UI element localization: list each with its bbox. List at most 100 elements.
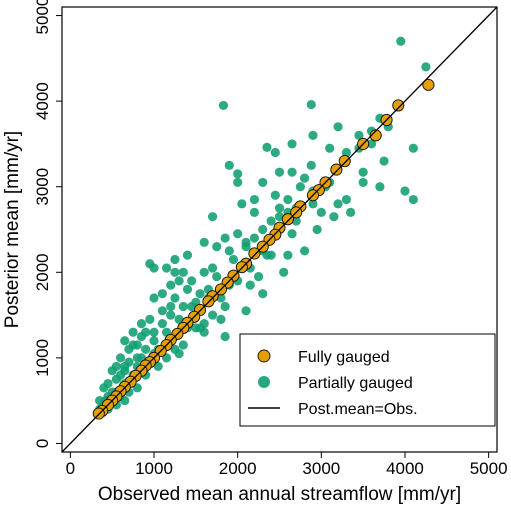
partially-gauged-point: [187, 301, 197, 312]
legend-label: Partially gauged: [298, 375, 413, 392]
partially-gauged-point: [379, 156, 389, 166]
partially-gauged-point: [207, 263, 218, 273]
partially-gauged-point: [358, 177, 368, 188]
partially-gauged-point: [249, 194, 260, 205]
partially-gauged-point: [258, 177, 268, 188]
x-tick-label: 2000: [219, 459, 257, 478]
partially-gauged-point: [166, 280, 176, 290]
partially-gauged-point: [400, 186, 410, 196]
fully-gauged-point: [248, 247, 261, 260]
partially-gauged-point: [149, 293, 159, 303]
partially-gauged-point: [220, 233, 230, 243]
partially-gauged-point: [299, 246, 310, 256]
partially-gauged-point: [149, 263, 159, 273]
partially-gauged-point: [199, 237, 209, 247]
x-axis-title: Observed mean annual streamflow [mm/yr]: [98, 484, 461, 505]
partially-gauged-point: [216, 314, 226, 324]
partially-gauged-point: [270, 190, 280, 200]
partially-gauged-point: [170, 293, 180, 303]
partially-gauged-point: [375, 182, 385, 192]
partially-gauged-point: [182, 284, 193, 295]
partially-gauged-point: [212, 271, 222, 282]
axis-ticks: 0 1000 2000 3000 4000 5000 0 1000 2000 3000 4000 50…: [33, 0, 508, 478]
partially-gauged-point: [174, 314, 184, 324]
partially-gauged-point: [408, 143, 418, 153]
partially-gauged-point: [149, 327, 159, 337]
x-tick-label: 1000: [135, 459, 173, 478]
partially-gauged-point: [128, 327, 138, 337]
partially-gauged-point: [258, 224, 268, 235]
partially-gauged-point: [195, 323, 205, 333]
partially-gauged-point: [220, 301, 230, 312]
partially-gauged-point: [366, 139, 377, 149]
partially-gauged-point: [274, 203, 285, 213]
partially-gauged-point: [115, 370, 126, 380]
partially-gauged-point: [216, 293, 226, 303]
partially-gauged-point: [274, 167, 285, 177]
partially-gauged-point: [283, 250, 293, 260]
fully-gauged-point: [281, 213, 294, 226]
partially-gauged-point: [224, 246, 234, 256]
partially-gauged-point: [120, 361, 130, 372]
partially-gauged-point: [287, 139, 297, 149]
partially-gauged-point: [333, 199, 343, 209]
partially-gauged-point: [157, 306, 167, 316]
partially-gauged-point: [120, 336, 130, 346]
partially-gauged-point: [157, 289, 167, 299]
partially-gauged-point: [325, 143, 335, 153]
y-tick-label: 3000: [33, 168, 52, 206]
fully-gauged-point: [338, 154, 351, 168]
y-tick-label: 5000: [33, 0, 52, 34]
fully-gauged-point: [330, 163, 343, 176]
partially-gauged-point: [308, 130, 318, 140]
partially-gauged-point: [199, 267, 209, 277]
partially-gauged-point: [207, 310, 218, 320]
partially-gauged-point: [170, 267, 180, 277]
partially-gauged-point: [107, 366, 117, 376]
y-tick-label: 2000: [33, 253, 52, 291]
partially-gauged-point: [174, 348, 184, 359]
fully-gauged-point: [422, 78, 435, 91]
partially-gauged-point: [170, 254, 180, 265]
partially-gauged-point: [145, 314, 155, 324]
y-axis-title: Posterior mean [mm/yr]: [2, 131, 23, 328]
partially-gauged-point: [306, 160, 316, 170]
partially-gauged-point: [224, 160, 234, 170]
partially-gauged-point: [157, 319, 167, 329]
legend-fully-gauged-marker: [257, 349, 271, 363]
partially-gauged-point: [178, 301, 188, 312]
fully-gauged-point: [369, 129, 382, 142]
y-tick-label: 1000: [33, 339, 52, 377]
legend-partially-gauged-marker: [258, 376, 270, 388]
partially-gauged-point: [212, 242, 222, 252]
partially-gauged-point: [408, 194, 418, 205]
partially-gauged-point: [233, 229, 243, 239]
partially-gauged-point: [174, 276, 184, 286]
partially-gauged-point: [341, 194, 352, 205]
fully-gauged-point: [392, 99, 405, 112]
partially-gauged-point: [178, 267, 188, 277]
partially-gauged-point: [312, 224, 322, 235]
partially-gauged-point: [262, 142, 272, 152]
partially-gauged-point: [161, 263, 172, 273]
partially-gauged-point: [316, 207, 326, 217]
partially-gauged-point: [141, 327, 151, 337]
partially-gauged-point: [253, 271, 264, 282]
partially-gauged-point: [128, 340, 138, 350]
legend-box: [239, 333, 496, 427]
partially-gauged-point: [396, 36, 406, 46]
partially-gauged-point: [333, 122, 343, 132]
partially-gauged-point: [295, 182, 306, 192]
partially-gauged-point: [266, 216, 276, 226]
y-tick-label: 4000: [33, 82, 52, 120]
x-tick-label: 4000: [386, 459, 424, 478]
partially-gauged-point: [346, 207, 356, 217]
partially-gauged-point: [115, 353, 126, 363]
partially-gauged-point: [182, 250, 193, 260]
partially-gauged-point: [270, 147, 280, 158]
partially-gauged-point: [166, 310, 176, 320]
partially-gauged-point: [421, 62, 431, 72]
partially-gauged-point: [241, 242, 251, 252]
partially-gauged-point: [249, 207, 260, 217]
